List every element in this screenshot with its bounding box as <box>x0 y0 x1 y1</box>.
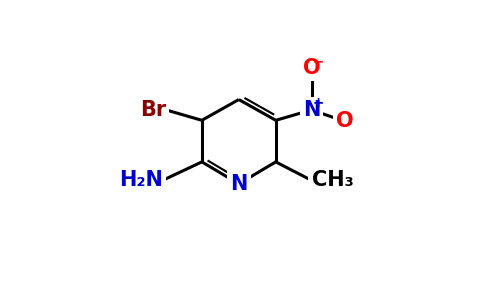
Text: Br: Br <box>140 100 166 120</box>
Text: −: − <box>313 54 324 68</box>
Text: +: + <box>312 97 324 110</box>
Text: O: O <box>303 58 320 78</box>
Text: CH₃: CH₃ <box>312 170 353 190</box>
Text: N: N <box>303 100 320 120</box>
Text: N: N <box>230 174 247 194</box>
Text: O: O <box>336 112 354 131</box>
Text: H₂N: H₂N <box>119 170 163 190</box>
